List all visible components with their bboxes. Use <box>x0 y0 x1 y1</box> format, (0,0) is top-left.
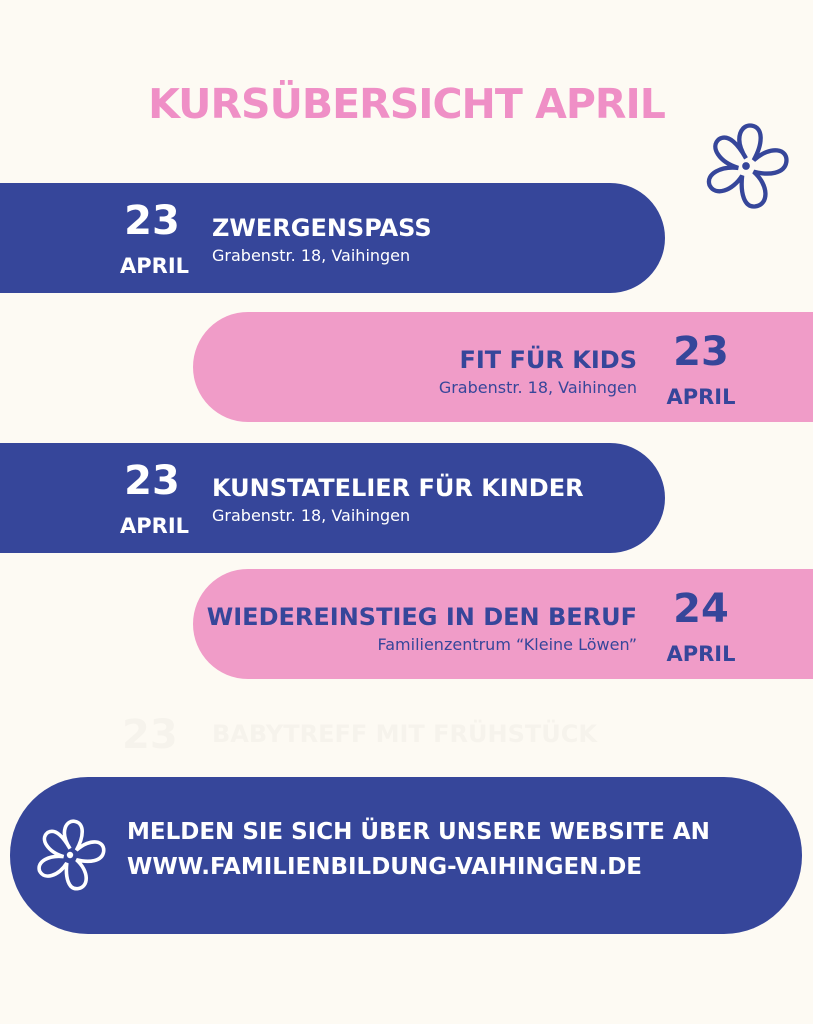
course-date: 23 APRIL <box>666 329 736 409</box>
website-link[interactable]: WWW.FAMILIENBILDUNG-VAIHINGEN.DE <box>127 854 643 880</box>
flower-icon <box>37 819 106 891</box>
course-name: WIEDEREINSTIEG IN DEN BERUF <box>206 603 637 631</box>
course-card[interactable]: 23 APRIL KUNSTATELIER FÜR KINDER Grabenstr… <box>0 443 665 553</box>
course-card[interactable]: FIT FÜR KIDS Grabenstr. 18, Vaihingen 23 A… <box>193 312 813 422</box>
course-address: Grabenstr. 18, Vaihingen <box>438 378 637 397</box>
course-address: Familienzentrum “Kleine Löwen” <box>377 635 638 654</box>
course-card[interactable]: WIEDEREINSTIEG IN DEN BERUF Familienzentr… <box>193 569 813 679</box>
course-name: ZWERGENSPASS <box>212 214 432 242</box>
page-title: KURSÜBERSICHT APRIL <box>148 80 666 128</box>
course-address: Grabenstr. 18, Vaihingen <box>212 506 411 525</box>
signup-text: MELDEN SIE SICH ÜBER UNSERE WEBSITE AN <box>127 819 710 845</box>
signup-banner[interactable]: MELDEN SIE SICH ÜBER UNSERE WEBSITE AN W… <box>10 777 802 934</box>
course-date: 23 APRIL <box>120 198 190 278</box>
course-address: Grabenstr. 18, Vaihingen <box>212 246 411 265</box>
course-card[interactable]: 23 APRIL ZWERGENSPASS Grabenstr. 18, Vaihi… <box>0 183 665 293</box>
course-date: 24 APRIL <box>666 586 736 666</box>
faded-course: 23 BABYTREFF MIT FRÜHSTÜCK <box>122 712 597 758</box>
flower-icon <box>706 123 789 209</box>
course-date: 23 APRIL <box>120 458 190 538</box>
course-name: FIT FÜR KIDS <box>459 346 637 374</box>
course-name: KUNSTATELIER FÜR KINDER <box>212 474 584 502</box>
